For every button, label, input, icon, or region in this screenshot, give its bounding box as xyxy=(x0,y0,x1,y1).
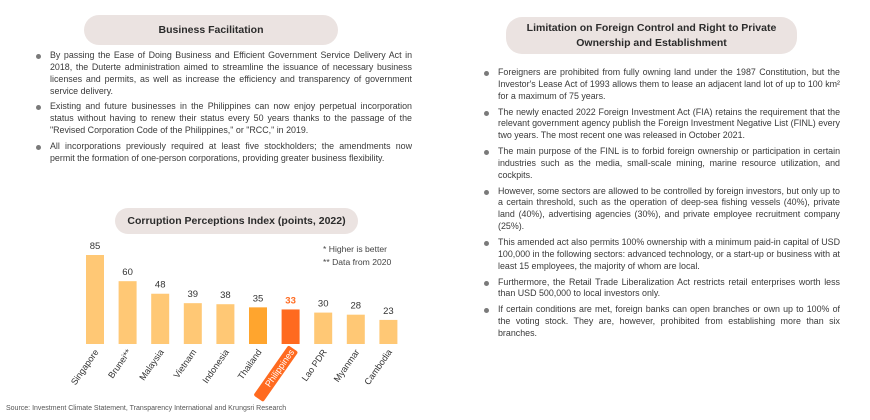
category-label-group: Singapore xyxy=(69,347,101,386)
bar-malaysia xyxy=(151,293,170,344)
chart-heading: Corruption Perceptions Index (points, 20… xyxy=(115,208,358,234)
list-item: By passing the Ease of Doing Business an… xyxy=(32,50,412,97)
foreign-control-heading: Limitation on Foreign Control and Right … xyxy=(506,17,797,54)
category-label: Thailand xyxy=(236,347,264,381)
value-label: 60 xyxy=(122,267,133,278)
business-facilitation-heading: Business Facilitation xyxy=(84,15,338,45)
foreign-control-title: Limitation on Foreign Control and Right … xyxy=(526,22,777,49)
bar-indonesia xyxy=(216,304,235,344)
bar-vietnam xyxy=(183,303,202,344)
list-item: The newly enacted 2022 Foreign Investmen… xyxy=(480,107,840,143)
category-label: Vietnam xyxy=(171,347,198,380)
category-label: Myanmar xyxy=(332,347,362,383)
highlight-label-bg xyxy=(254,345,298,402)
category-label-group: Vietnam xyxy=(171,347,198,380)
list-item: Foreigners are prohibited from fully own… xyxy=(480,67,840,103)
chart-note-data-2020: ** Data from 2020 xyxy=(323,256,392,267)
value-label: 33 xyxy=(285,295,296,306)
list-item: The main purpose of the FINL is to forbi… xyxy=(480,146,840,182)
category-label: Philippines xyxy=(263,347,296,389)
list-item: This amended act also permits 100% owner… xyxy=(480,237,840,273)
cpi-bar-chart: 85 Singapore 60 Brunei** 48 Malaysia 39 Vietnam… xyxy=(69,241,398,402)
category-label-group: Brunei** xyxy=(106,347,133,380)
bar-laopdr xyxy=(314,312,333,344)
list-item: However, some sectors are allowed to be … xyxy=(480,186,840,233)
bar-philippines xyxy=(281,309,300,344)
category-label-group: Lao PDR xyxy=(300,347,329,383)
business-facilitation-list: By passing the Ease of Doing Business an… xyxy=(32,50,412,169)
category-label-group: Myanmar xyxy=(332,347,362,383)
bar-cambodia xyxy=(379,319,398,344)
value-label: 38 xyxy=(220,290,231,301)
value-label: 35 xyxy=(253,293,264,304)
value-label: 28 xyxy=(351,301,362,312)
category-label: Lao PDR xyxy=(300,347,329,383)
category-label-group: Indonesia xyxy=(200,347,231,385)
bar-brunei xyxy=(118,281,137,344)
value-label: 39 xyxy=(188,289,199,300)
list-item: If certain conditions are met, foreign b… xyxy=(480,304,840,340)
category-label: Singapore xyxy=(69,347,101,386)
category-label: Brunei** xyxy=(106,347,133,380)
list-item: All incorporations previously required a… xyxy=(32,141,412,165)
bar-singapore xyxy=(86,255,104,344)
category-label-group: Thailand xyxy=(236,347,264,381)
bar-thailand xyxy=(249,307,267,344)
list-item: Existing and future businesses in the Ph… xyxy=(32,101,412,137)
chart-title: Corruption Perceptions Index (points, 20… xyxy=(127,214,346,227)
source-note: Source: Investment Climate Statement, Tr… xyxy=(6,405,287,412)
list-item: Furthermore, the Retail Trade Liberaliza… xyxy=(480,277,840,301)
category-label-group: Cambodia xyxy=(362,347,394,386)
bar-myanmar xyxy=(346,314,365,344)
value-label: 85 xyxy=(90,241,101,252)
chart-notes: * Higher is better ** Data from 2020 xyxy=(323,243,391,269)
category-label-group: Malaysia xyxy=(137,347,166,382)
value-label: 30 xyxy=(318,299,329,310)
chart-note-higher-better: * Higher is better xyxy=(323,244,388,254)
category-label: Malaysia xyxy=(137,347,166,382)
category-label: Cambodia xyxy=(362,347,394,386)
business-facilitation-title: Business Facilitation xyxy=(158,23,264,36)
foreign-control-list: Foreigners are prohibited from fully own… xyxy=(480,67,840,344)
category-label: Indonesia xyxy=(200,347,231,385)
value-label: 23 xyxy=(383,306,394,317)
value-label: 48 xyxy=(155,280,166,291)
